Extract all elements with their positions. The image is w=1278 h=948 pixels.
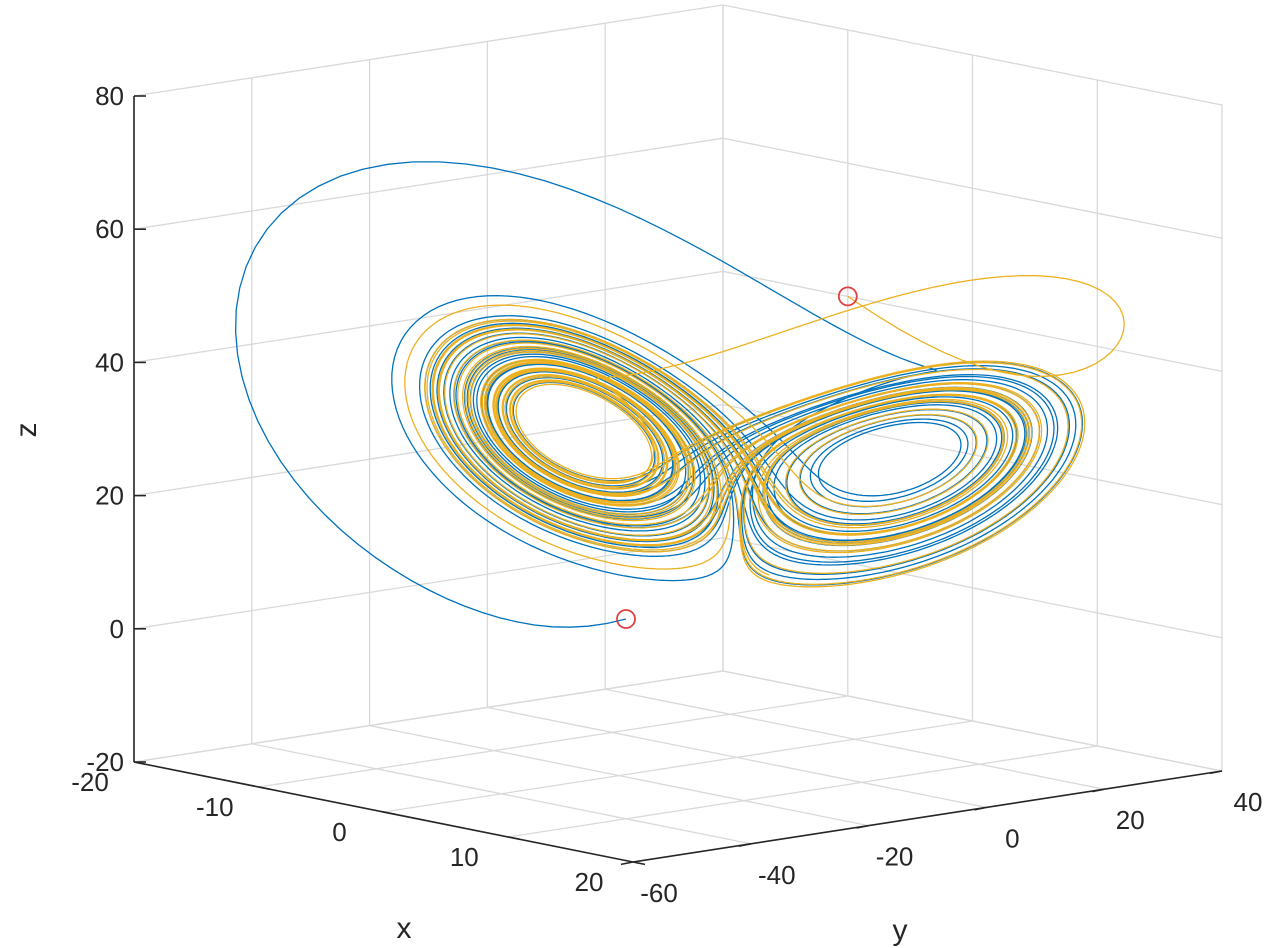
y-axis-label: y: [893, 914, 908, 947]
y-axis-line: [632, 770, 1223, 863]
x-tick-label: 0: [332, 817, 346, 847]
x-tick-label: 10: [450, 842, 479, 872]
floor-grid-line: [369, 724, 869, 827]
z-tick-label: 80: [95, 81, 124, 111]
start-marker-1: [837, 286, 858, 307]
tick-labels: -20 -10 0 10 20 -60 -40 -20 0 20 40 -20 0 20 40 60 80: [71, 81, 1262, 908]
floor-grid-line: [605, 688, 1105, 790]
y-tick-label: 40: [1234, 787, 1263, 817]
floor-grid-line: [487, 706, 987, 809]
start-marker-2: [616, 609, 636, 629]
axes-layer: [133, 95, 1223, 866]
y-tick-label: 20: [1116, 805, 1145, 835]
wall-grid-line: [133, 137, 724, 230]
x-tick-label: 20: [575, 867, 604, 897]
x-tick-mark: [508, 836, 521, 841]
z-tick-label: 40: [95, 347, 124, 377]
x-axis-label: x: [397, 912, 412, 945]
floor-grid-line: [251, 743, 751, 845]
z-tick-label: 60: [95, 214, 124, 244]
y-tick-mark: [738, 843, 751, 847]
wall-grid-line: [133, 670, 724, 763]
wall-grid-line: [722, 137, 1223, 239]
series-layer: [234, 161, 1125, 628]
wall-grid-line: [133, 270, 724, 364]
x-tick-label: -20: [71, 767, 109, 797]
x-tick-mark: [258, 786, 271, 791]
wall-grid-line: [722, 4, 1223, 106]
wall-grid-line: [722, 670, 1223, 772]
y-tick-mark: [1092, 788, 1105, 793]
marker-layer: [616, 286, 858, 629]
floor-grid-line: [383, 720, 973, 813]
wall-grid-line: [133, 4, 724, 97]
x-tick-mark: [383, 811, 396, 816]
y-tick-mark: [974, 806, 987, 811]
y-tick-label: 0: [1005, 823, 1019, 853]
z-tick-label: 20: [95, 481, 124, 511]
wall-grid-line: [133, 537, 724, 630]
y-tick-label: -40: [758, 860, 796, 890]
z-tick-label: 0: [110, 614, 124, 644]
y-tick-label: -20: [876, 842, 914, 872]
z-tick-label: -20: [86, 747, 124, 777]
y-tick-label: -60: [640, 878, 678, 908]
y-tick-mark: [856, 824, 869, 829]
y-tick-mark: [1209, 770, 1223, 775]
z-axis-label: z: [10, 423, 43, 438]
wall-grid-line: [722, 270, 1223, 373]
trajectory-series-2: [404, 275, 1125, 588]
x-tick-mark: [632, 861, 646, 866]
x-tick-label: -10: [196, 792, 234, 822]
floor-grid-line: [508, 745, 1098, 838]
floor-grid-line: [258, 695, 848, 788]
y-tick-mark: [620, 861, 634, 866]
